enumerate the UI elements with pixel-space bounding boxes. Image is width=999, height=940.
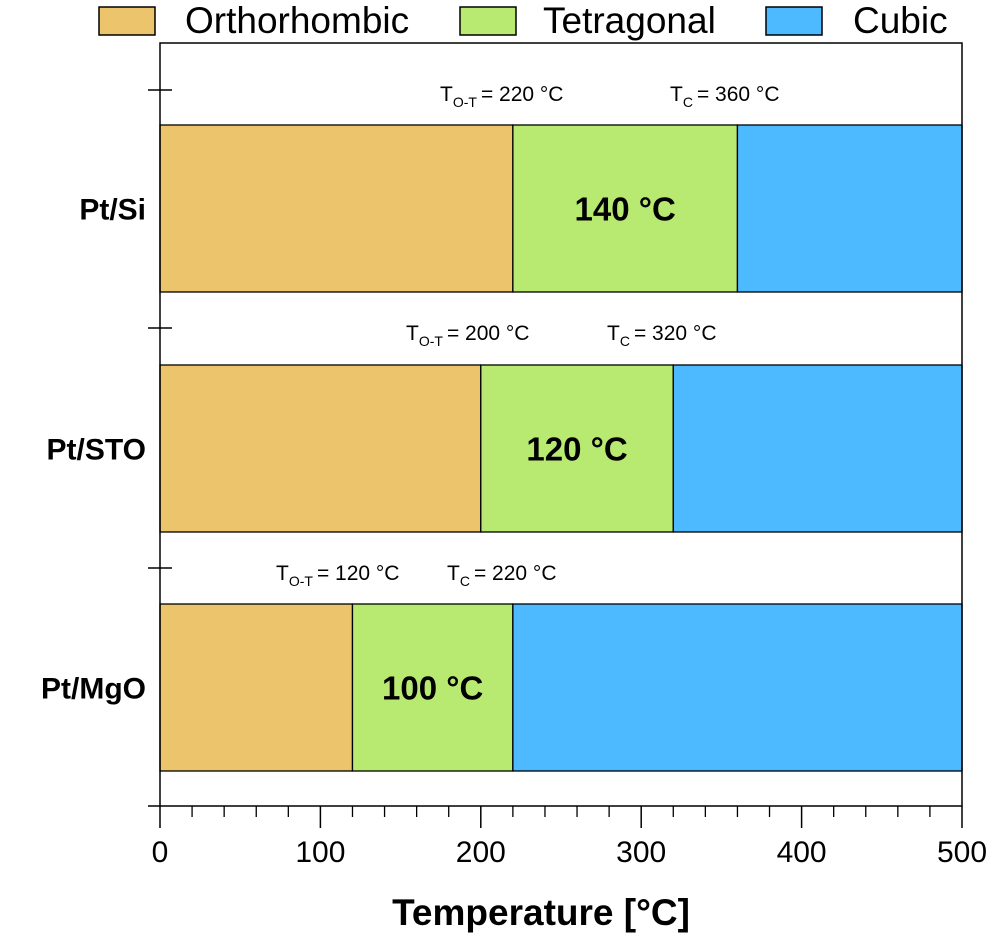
x-tick-label: 300	[616, 836, 666, 869]
category-label: Pt/MgO	[41, 673, 146, 706]
x-tick-label: 0	[152, 836, 169, 869]
category-label: Pt/STO	[47, 434, 146, 467]
transition-ot-label: TO-T = 120 °C	[276, 562, 399, 589]
tetragonal-width-label: 100 °C	[382, 670, 483, 707]
legend-label-orthorhombic: Orthorhombic	[185, 0, 409, 41]
transition-c-label: TC = 320 °C	[607, 322, 717, 349]
x-tick-label: 100	[295, 836, 345, 869]
x-tick-label: 400	[777, 836, 827, 869]
transition-c-label: TC = 220 °C	[447, 562, 557, 589]
transition-ot-label: TO-T = 220 °C	[440, 83, 563, 110]
legend-swatch-cubic	[765, 6, 823, 36]
transition-ot-label: TO-T = 200 °C	[406, 322, 529, 349]
bars: Pt/Si 140 °C Pt/STO 120 °C Pt/MgO 100 °C	[41, 124, 963, 772]
x-axis-label: Temperature [°C]	[392, 892, 690, 933]
legend: Orthorhombic Tetragonal Cubic	[98, 0, 948, 41]
plot-frame	[159, 42, 963, 807]
bar-cubic-2	[512, 603, 963, 772]
category-label: Pt/Si	[79, 194, 146, 227]
tetragonal-width-label: 120 °C	[526, 431, 627, 468]
transition-c-label: TC = 360 °C	[670, 83, 780, 110]
legend-label-tetragonal: Tetragonal	[543, 0, 716, 41]
axes: 0 100 200 300 400 500 Temperature [°C]	[148, 42, 987, 933]
legend-swatch-orthorhombic	[98, 6, 156, 36]
x-tick-label: 500	[937, 836, 987, 869]
legend-swatch-tetragonal	[459, 6, 517, 36]
annotations: TO-T = 220 °C TC = 360 °C TO-T = 200 °C TC = 32…	[276, 83, 780, 589]
bar-orthorhombic-0	[159, 124, 514, 293]
bar-cubic-1	[672, 364, 963, 533]
bar-cubic-0	[736, 124, 963, 293]
bar-orthorhombic-2	[159, 603, 354, 772]
legend-label-cubic: Cubic	[853, 0, 948, 41]
x-tick-label: 200	[456, 836, 506, 869]
bar-tetragonal-1	[480, 364, 674, 533]
bar-tetragonal-0	[512, 124, 739, 293]
bar-orthorhombic-1	[159, 364, 482, 533]
tetragonal-width-label: 140 °C	[575, 191, 676, 228]
bar-tetragonal-2	[351, 603, 514, 772]
